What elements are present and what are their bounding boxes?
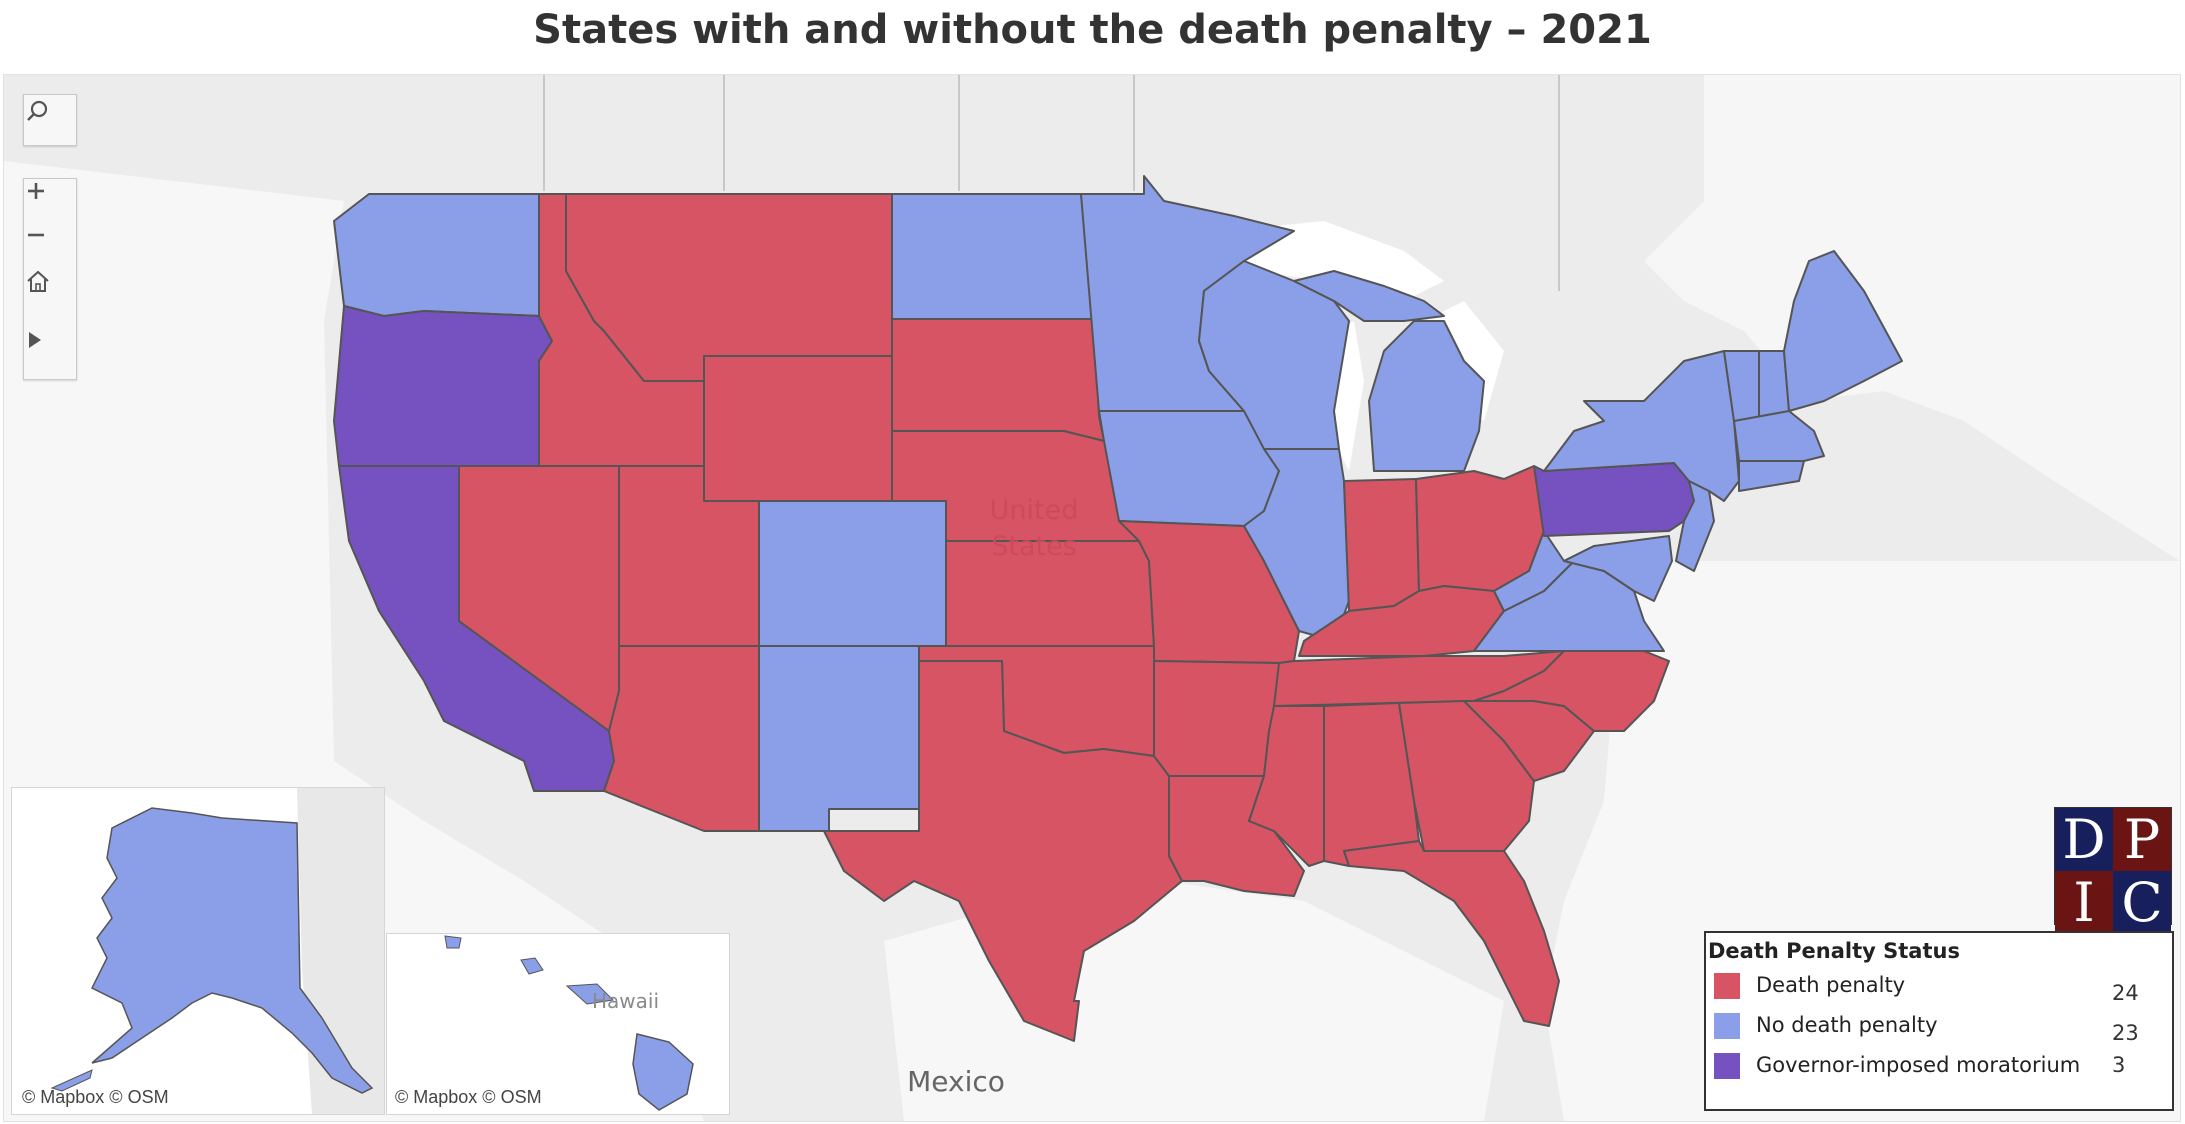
state-north-carolina[interactable] <box>1473 650 1670 732</box>
country-label-line1: United <box>990 495 1079 526</box>
legend-count: 23 <box>2112 1021 2139 1045</box>
legend-swatch <box>1714 973 1740 999</box>
state-north-dakota[interactable] <box>891 193 1095 320</box>
legend-label: Death penalty <box>1756 973 1906 997</box>
search-button[interactable] <box>24 98 76 142</box>
logo-letter-d: D <box>2055 808 2113 871</box>
legend-item-death-penalty[interactable]: Death penalty 24 <box>1714 971 2164 1005</box>
hawaii-oahu[interactable] <box>520 957 544 975</box>
map-viewport[interactable]: United States Mexico © Mapbox © OSM <box>3 74 2181 1122</box>
alaska-inset[interactable]: © Mapbox © OSM <box>11 787 385 1115</box>
hawaii-maui[interactable] <box>565 983 615 1005</box>
state-colorado[interactable] <box>758 500 947 647</box>
state-wisconsin[interactable] <box>1198 260 1350 450</box>
search-control[interactable] <box>23 94 77 146</box>
legend: Death Penalty Status Death penalty 24 No… <box>1704 931 2174 1111</box>
state-pennsylvania[interactable] <box>1533 462 1695 537</box>
hawaii-big-island[interactable] <box>632 1033 694 1111</box>
minus-icon <box>28 233 44 237</box>
state-michigan-upper[interactable] <box>1293 270 1445 322</box>
zoom-out-button[interactable] <box>24 223 76 267</box>
search-icon <box>27 100 48 121</box>
alaska-attribution[interactable]: © Mapbox © OSM <box>22 1087 169 1107</box>
zoom-in-button[interactable] <box>24 179 76 223</box>
legend-swatch <box>1714 1013 1740 1039</box>
country-label-line2: States <box>991 531 1077 562</box>
state-maine[interactable] <box>1783 250 1903 412</box>
hawaii-inset[interactable]: Hawaii © Mapbox © OSM <box>386 933 730 1115</box>
state-new-jersey[interactable] <box>1675 480 1715 572</box>
state-south-dakota[interactable] <box>891 318 1105 442</box>
state-arkansas[interactable] <box>1153 660 1285 777</box>
state-florida[interactable] <box>1343 840 1560 1027</box>
legend-swatch <box>1714 1053 1740 1079</box>
legend-label: Governor-imposed moratorium <box>1756 1053 2081 1077</box>
state-kentucky[interactable] <box>1298 585 1505 657</box>
dpic-logo[interactable]: D P I C <box>2054 807 2172 934</box>
hawaii-label: Hawaii <box>592 989 659 1013</box>
plus-icon <box>28 183 44 199</box>
zoom-control[interactable] <box>23 178 77 380</box>
state-washington[interactable] <box>333 193 540 317</box>
home-icon <box>27 270 49 292</box>
state-illinois[interactable] <box>1243 448 1350 642</box>
state-michigan[interactable] <box>1368 320 1485 472</box>
legend-label: No death penalty <box>1756 1013 1938 1037</box>
legend-title: Death Penalty Status <box>1708 939 1960 963</box>
legend-item-no-death-penalty[interactable]: No death penalty 23 <box>1714 1011 2164 1045</box>
map-title: States with and without the death penalt… <box>533 7 1652 53</box>
alaska-map <box>12 788 384 1114</box>
state-new-mexico[interactable] <box>758 645 920 832</box>
state-maryland[interactable] <box>1563 535 1673 602</box>
mexico-label: Mexico <box>907 1065 1005 1098</box>
logo-letter-c: C <box>2113 871 2171 934</box>
state-indiana[interactable] <box>1343 478 1420 612</box>
logo-letter-p: P <box>2113 808 2171 871</box>
hawaii-kauai[interactable] <box>444 935 462 949</box>
legend-count: 24 <box>2112 981 2139 1005</box>
play-icon <box>29 332 41 348</box>
state-connecticut[interactable] <box>1738 460 1805 492</box>
legend-item-moratorium[interactable]: Governor-imposed moratorium 3 <box>1714 1051 2164 1081</box>
state-alaska[interactable] <box>90 807 374 1094</box>
state-oregon[interactable] <box>333 305 553 467</box>
hawaii-attribution[interactable]: © Mapbox © OSM <box>395 1087 542 1107</box>
expand-toolbar-button[interactable] <box>24 329 76 373</box>
state-texas[interactable] <box>823 660 1183 1042</box>
hawaii-map: Hawaii <box>387 934 729 1114</box>
home-button[interactable] <box>24 267 76 311</box>
logo-letter-i: I <box>2055 871 2113 934</box>
atlantic-ocean <box>1644 75 2180 561</box>
state-missouri[interactable] <box>1118 520 1300 664</box>
legend-count: 3 <box>2112 1053 2126 1077</box>
state-wyoming[interactable] <box>703 355 893 502</box>
map-canvas[interactable]: United States Mexico <box>4 75 2180 1121</box>
